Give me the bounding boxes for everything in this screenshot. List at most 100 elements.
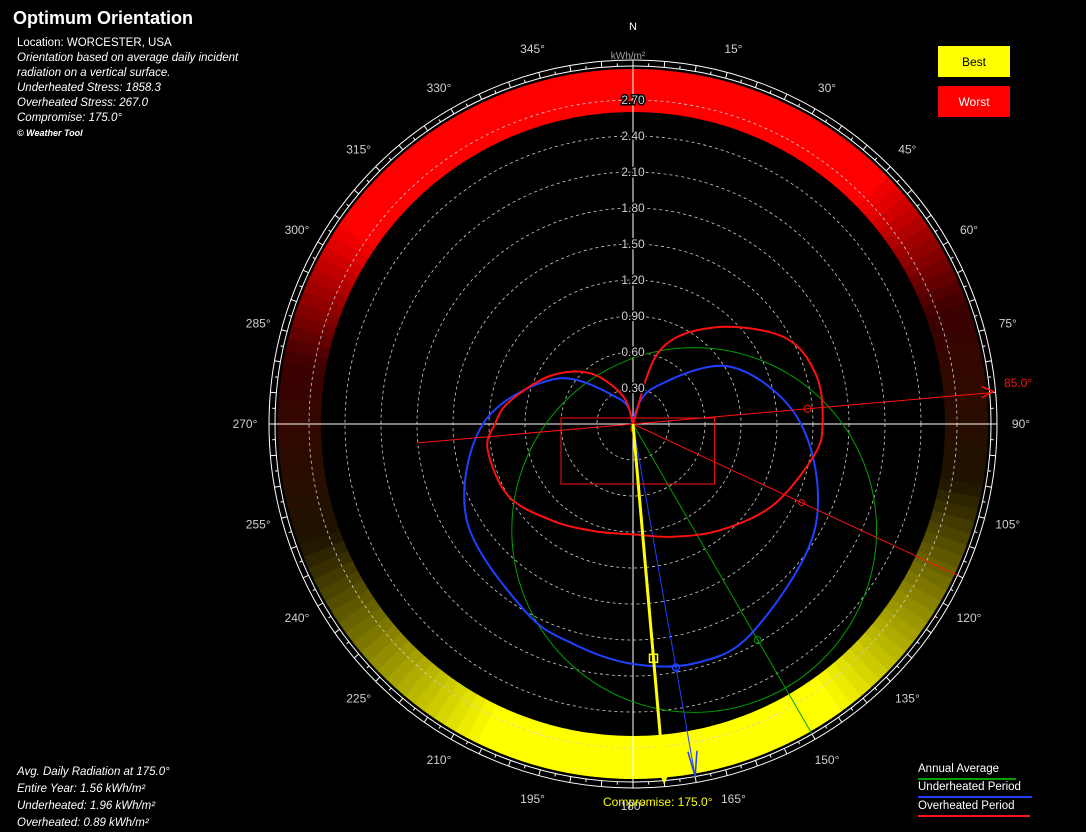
degree-tick — [329, 230, 332, 232]
degree-tick — [539, 770, 541, 776]
legend-overheated-line — [918, 815, 1030, 817]
degree-tick — [275, 361, 281, 362]
angle-label: 165° — [721, 792, 746, 806]
degree-tick — [851, 138, 853, 140]
degree-tick — [509, 82, 511, 88]
degree-tick — [907, 190, 912, 194]
degree-tick — [897, 666, 899, 668]
degree-tick — [695, 777, 696, 783]
degree-tick — [389, 688, 391, 690]
degree-tick — [986, 486, 992, 487]
degree-tick — [335, 629, 340, 632]
degree-tick — [479, 748, 482, 753]
legend-annual-line — [918, 778, 1016, 780]
degree-tick — [755, 760, 757, 766]
entire-year-text: Entire Year: 1.56 kWh/m² — [17, 781, 170, 798]
degree-tick — [838, 126, 841, 131]
degree-tick — [664, 61, 665, 67]
location-text: Location: WORCESTER, USA — [17, 36, 238, 51]
degree-tick — [863, 145, 867, 150]
degree-tick — [424, 717, 427, 722]
degree-tick — [555, 774, 556, 777]
degree-tick — [303, 270, 308, 273]
degree-tick — [784, 748, 787, 753]
degree-tick — [741, 80, 742, 83]
north-label: N — [629, 21, 637, 33]
angle-label: 45° — [898, 143, 916, 157]
legend-underheated-label: Underheated Period — [918, 781, 1021, 793]
degree-tick — [451, 734, 454, 739]
degree-tick — [524, 80, 525, 83]
degree-tick — [979, 517, 985, 519]
degree-tick — [555, 72, 556, 75]
degree-tick — [935, 230, 938, 232]
description-line-2: radiation on a vertical surface. — [17, 66, 238, 81]
degree-tick — [964, 561, 967, 562]
degree-tick — [726, 770, 728, 776]
degree-tick — [570, 66, 571, 72]
angle-label: 135° — [895, 691, 920, 705]
radial-tick-label: 1.50 — [621, 237, 645, 251]
degree-tick — [389, 158, 391, 160]
degree-tick — [943, 242, 948, 245]
angle-label: 150° — [815, 753, 840, 767]
degree-tick — [979, 330, 985, 332]
degree-tick — [601, 61, 602, 67]
degree-tick — [313, 257, 316, 258]
angle-label: 90° — [1012, 417, 1030, 431]
ring-segment — [632, 736, 646, 779]
degree-tick — [838, 717, 841, 722]
daily-radiation-heading: Avg. Daily Radiation at 175.0° — [17, 764, 170, 781]
degree-tick — [466, 104, 467, 107]
degree-tick — [812, 734, 815, 739]
degree-tick — [825, 120, 827, 123]
degree-tick — [289, 532, 292, 533]
degree-tick — [524, 765, 525, 768]
degree-tick — [347, 204, 349, 206]
best-legend-box: Best — [938, 46, 1010, 77]
degree-tick — [710, 774, 711, 777]
compromise-text: Compromise: 175.0° — [17, 111, 238, 126]
copyright-text: © Weather Tool — [17, 126, 238, 141]
daily-radiation-info: Avg. Daily Radiation at 175.0° Entire Ye… — [17, 764, 170, 832]
header-info: Location: WORCESTER, USA Orientation bas… — [17, 36, 238, 141]
radial-tick-label: 0.90 — [621, 309, 645, 323]
degree-tick — [367, 180, 369, 182]
degree-tick — [318, 603, 323, 606]
degree-tick — [479, 94, 482, 99]
degree-tick — [943, 603, 948, 606]
degree-tick — [539, 72, 541, 78]
degree-tick — [354, 190, 359, 194]
degree-tick — [863, 698, 867, 703]
angle-label: 225° — [346, 691, 371, 705]
degree-tick — [957, 575, 962, 578]
degree-tick — [451, 109, 454, 114]
degree-tick — [964, 286, 967, 287]
degree-tick — [439, 120, 441, 123]
radial-tick-label: 2.70 — [621, 93, 645, 107]
degree-tick — [812, 109, 815, 114]
degree-tick — [299, 561, 302, 562]
degree-tick — [983, 346, 986, 347]
degree-tick — [354, 654, 359, 658]
degree-tick — [726, 72, 728, 78]
worst-legend-box: Worst — [938, 86, 1010, 117]
degree-tick — [907, 654, 912, 658]
degree-tick — [367, 666, 369, 668]
degree-tick — [917, 204, 919, 206]
compromise-line — [633, 424, 664, 781]
degree-tick — [986, 361, 992, 362]
degree-tick — [886, 167, 890, 171]
degree-tick — [770, 755, 771, 758]
degree-tick — [270, 392, 276, 393]
degree-tick — [983, 501, 986, 502]
degree-tick — [784, 94, 787, 99]
angle-label: 195° — [520, 792, 545, 806]
degree-tick — [886, 677, 890, 681]
degree-tick — [289, 315, 292, 316]
degree-tick — [281, 501, 284, 502]
degree-tick — [335, 215, 340, 218]
radial-tick-label: 0.60 — [621, 345, 645, 359]
angle-label: 210° — [427, 753, 452, 767]
degree-tick — [957, 270, 962, 273]
